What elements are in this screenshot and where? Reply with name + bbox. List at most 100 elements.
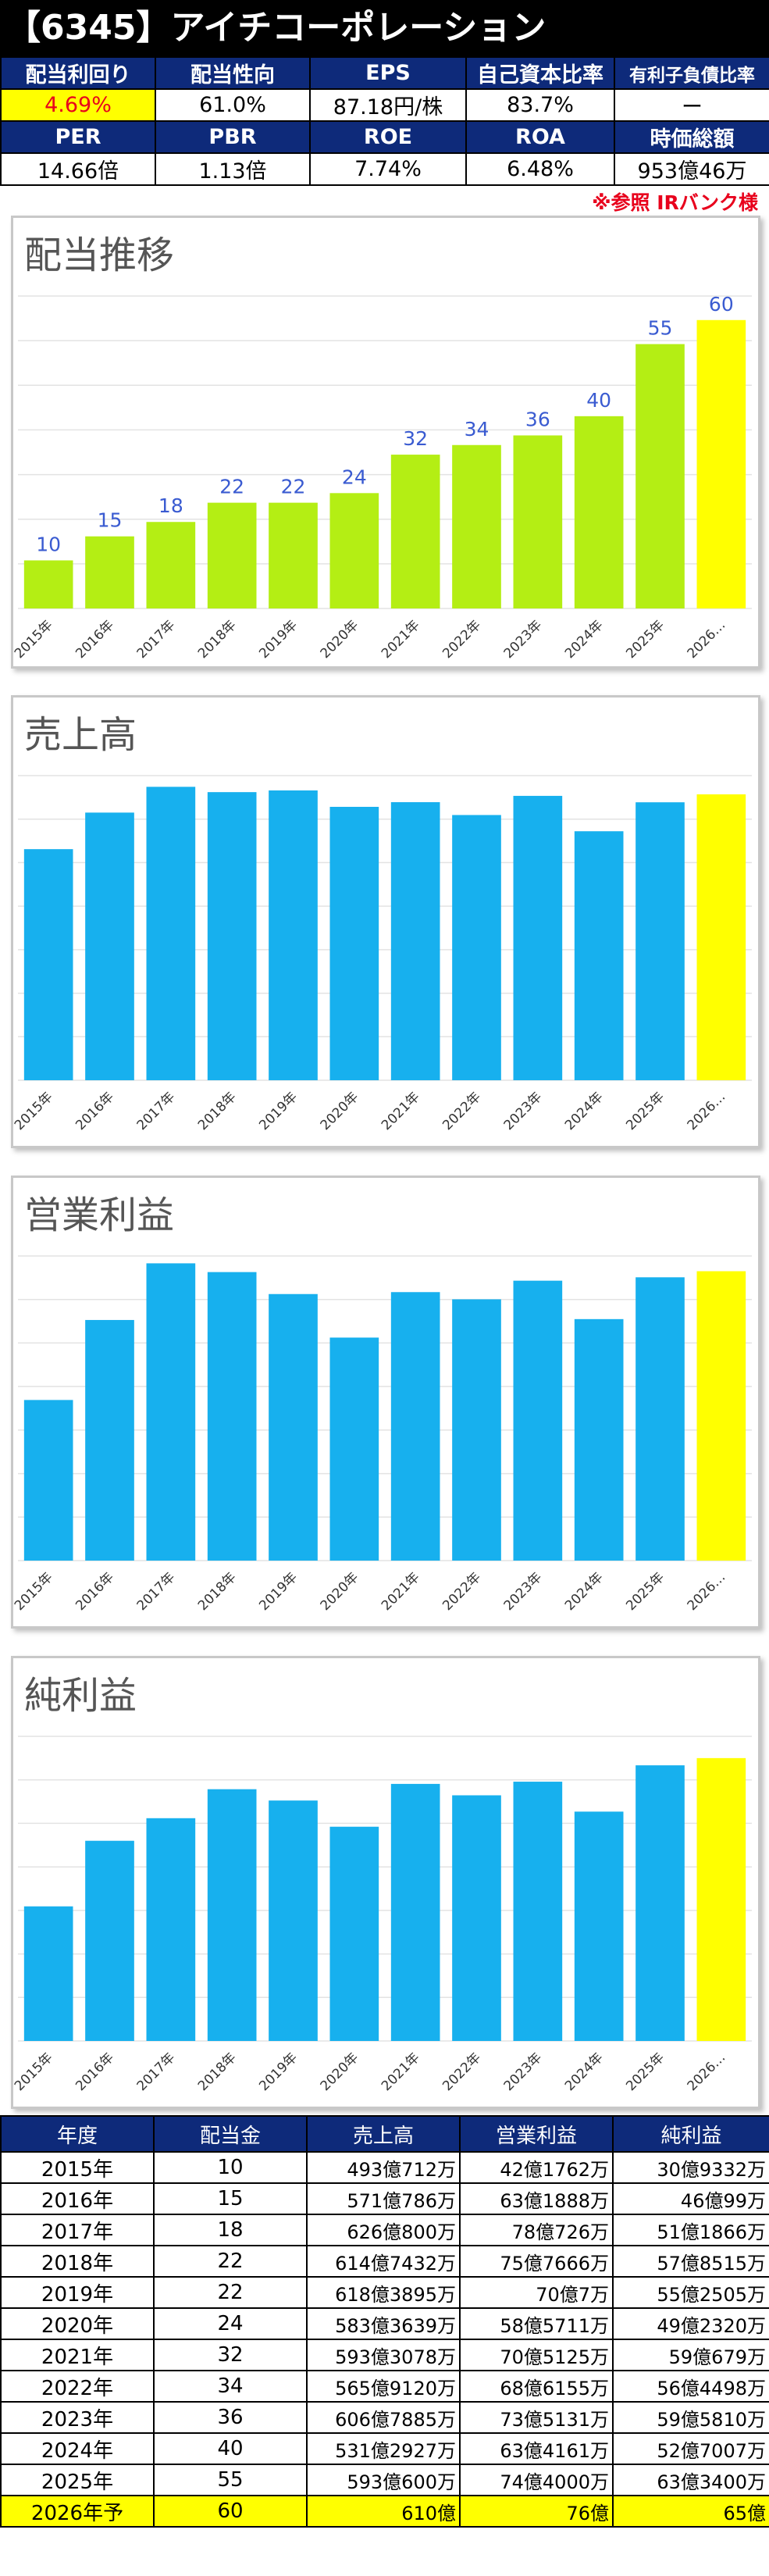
x-tick-label: 2025年	[623, 617, 668, 662]
value-payout-ratio: 61.0%	[155, 88, 311, 122]
table-cell: 2024年	[0, 2432, 155, 2465]
data-label: 22	[219, 476, 244, 498]
bar	[85, 812, 134, 1080]
table-cell: 24	[153, 2307, 308, 2340]
x-tick-label: 2023年	[501, 2050, 546, 2094]
label-dividend-yield: 配当利回り	[0, 56, 156, 90]
chart-sales: 売上高 2015年 2016年 2017年 2018年 2019年 2020年 2021年 2…	[11, 695, 760, 1148]
table-cell: 76億	[459, 2495, 614, 2528]
bar	[513, 795, 563, 1080]
x-tick-label: 2026…	[685, 617, 729, 662]
bar	[635, 1765, 685, 2041]
bar	[23, 1400, 73, 1561]
x-tick-label: 2019年	[256, 1089, 301, 1133]
bar	[452, 815, 501, 1080]
chart-net-profit-svg: 2015年 2016年 2017年 2018年 2019年 2020年 2021年 2022年…	[13, 1736, 752, 2094]
table-cell: 593億600万	[306, 2464, 461, 2496]
table-row: 2025年 55 593億600万 74億4000万 63億3400万	[0, 2464, 769, 2496]
table-cell: 32	[153, 2339, 308, 2371]
chart-title: 売上高	[24, 713, 137, 757]
x-tick-label: 2020年	[318, 617, 362, 662]
x-tick-label: 2016年	[73, 2050, 117, 2094]
table-row: 2020年 24 583億3639万 58億5711万 49億2320万	[0, 2307, 769, 2340]
table-cell: 56億4498万	[612, 2370, 769, 2403]
label-equity-ratio: 自己資本比率	[465, 56, 615, 90]
bar	[85, 1319, 134, 1561]
chart-dividend-svg: 10 2015年 15 2016年 18 2017年 22 2018年 22 2019年 24 202…	[13, 293, 752, 662]
table-cell: 55	[153, 2464, 308, 2496]
data-label: 18	[158, 494, 183, 517]
bar	[574, 1318, 624, 1561]
data-label: 40	[586, 389, 611, 412]
table-cell: 70億5125万	[459, 2339, 614, 2371]
x-tick-label: 2022年	[440, 617, 484, 662]
bar	[513, 1782, 563, 2041]
table-cell: 583億3639万	[306, 2307, 461, 2340]
bar	[329, 493, 379, 608]
table-cell: 70億7万	[459, 2276, 614, 2309]
table-row: 2023年 36 606億7885万 73億5131万 59億5810万	[0, 2401, 769, 2434]
table-cell: 2025年	[0, 2464, 155, 2496]
x-tick-label: 2020年	[318, 1089, 362, 1133]
table-cell: 15	[153, 2182, 308, 2215]
bar	[146, 787, 196, 1080]
bar	[390, 802, 440, 1080]
table-cell: 565億9120万	[306, 2370, 461, 2403]
x-tick-label: 2023年	[501, 1089, 546, 1133]
bar	[452, 444, 501, 608]
table-cell: 57億8515万	[612, 2245, 769, 2278]
table-cell: 60	[153, 2495, 308, 2528]
bar	[513, 1280, 563, 1561]
data-label: 10	[36, 533, 61, 555]
x-tick-label: 2024年	[562, 1569, 607, 1614]
label-roa: ROA	[465, 120, 615, 154]
table-cell: 75億7666万	[459, 2245, 614, 2278]
bar	[696, 319, 746, 608]
x-tick-label: 2017年	[134, 1569, 179, 1614]
bar	[269, 790, 318, 1080]
table-cell: 2016年	[0, 2182, 155, 2215]
table-cell: 65億	[612, 2495, 769, 2528]
table-cell: 2023年	[0, 2401, 155, 2434]
table-cell: 2026年予	[0, 2495, 155, 2528]
bar	[574, 831, 624, 1080]
x-tick-label: 2016年	[73, 617, 117, 662]
table-cell: 2015年	[0, 2151, 155, 2184]
bar	[329, 1826, 379, 2041]
bar	[513, 435, 563, 608]
bar	[696, 794, 746, 1080]
table-cell: 618億3895万	[306, 2276, 461, 2309]
table-cell: 63億3400万	[612, 2464, 769, 2496]
table-cell: 10	[153, 2151, 308, 2184]
value-per: 14.66倍	[0, 152, 156, 186]
x-tick-label: 2025年	[623, 1569, 668, 1614]
bar	[85, 536, 134, 608]
x-tick-label: 2016年	[73, 1089, 117, 1133]
table-cell: 42億1762万	[459, 2151, 614, 2184]
table-cell: 63億4161万	[459, 2432, 614, 2465]
table-cell: 610億	[306, 2495, 461, 2528]
table-cell: 2022年	[0, 2370, 155, 2403]
x-tick-label: 2019年	[256, 2050, 301, 2094]
table-row: 2022年 34 565億9120万 68億6155万 56億4498万	[0, 2370, 769, 2403]
table-cell: 68億6155万	[459, 2370, 614, 2403]
label-per: PER	[0, 120, 156, 154]
table-row: 2017年 18 626億800万 78億726万 51億1866万	[0, 2214, 769, 2246]
chart-title: 配当推移	[24, 234, 175, 277]
x-tick-label: 2015年	[13, 1089, 56, 1133]
bar	[329, 1337, 379, 1561]
table-cell: 51億1866万	[612, 2214, 769, 2246]
col-year: 年度	[0, 2115, 155, 2153]
chart-operating-profit-svg: 2015年 2016年 2017年 2018年 2019年 2020年 2021年 2022年…	[13, 1255, 752, 1614]
source-note: ※参照 IRバンク様	[592, 191, 758, 214]
data-label: 15	[98, 509, 123, 532]
metrics-table: 配当利回り 配当性向 EPS 自己資本比率 有利子負債比率 4.69% 61.0…	[0, 56, 769, 186]
bar	[85, 1840, 134, 2041]
label-market-cap: 時価総額	[614, 120, 769, 154]
x-tick-label: 2017年	[134, 1089, 179, 1133]
table-cell: 18	[153, 2214, 308, 2246]
x-tick-label: 2021年	[379, 617, 423, 662]
bar	[146, 1818, 196, 2041]
table-cell: 78億726万	[459, 2214, 614, 2246]
table-cell: 36	[153, 2401, 308, 2434]
